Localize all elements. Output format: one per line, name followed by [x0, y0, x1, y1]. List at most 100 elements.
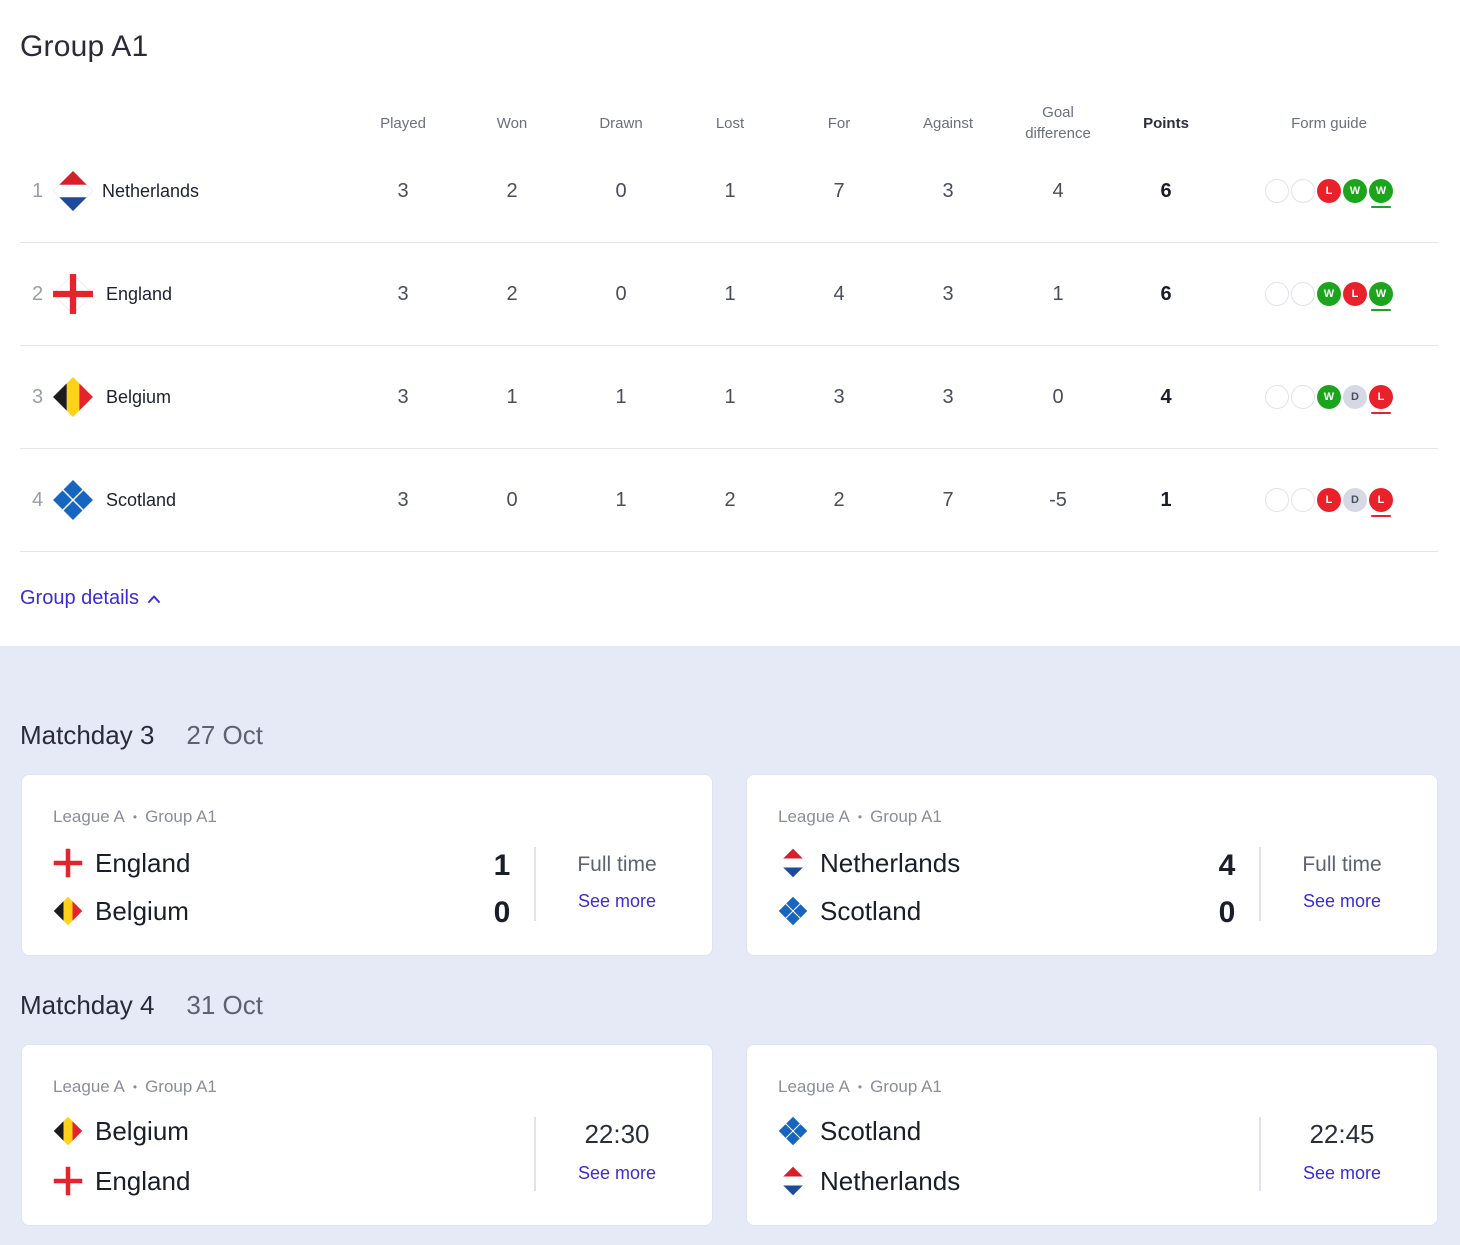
- form-result-d: D: [1343, 385, 1367, 409]
- form-result-l: L: [1369, 385, 1393, 414]
- stat-played: 3: [397, 488, 409, 511]
- standings-row[interactable]: 4 Scotland 3 0 1 2 2 7 -5 1 L D L: [20, 449, 1438, 552]
- see-more-link[interactable]: See more: [1302, 891, 1382, 911]
- home-team-name: Belgium: [95, 1115, 189, 1146]
- scotland-flag-icon: [778, 896, 808, 926]
- belgium-flag-icon: [52, 376, 94, 418]
- group-label: Group A1: [145, 1077, 217, 1096]
- stat-played: 3: [397, 282, 409, 305]
- matchday-heading: Matchday 3 27 Oct: [20, 720, 263, 751]
- match-card[interactable]: League A • Group A1 England Belgium 1 0 …: [21, 774, 713, 956]
- stat-lost: 1: [724, 179, 736, 202]
- matchday-heading: Matchday 4 31 Oct: [20, 990, 263, 1021]
- home-team-name: England: [95, 847, 191, 878]
- england-flag-icon: [53, 1166, 83, 1196]
- stat-points: 1: [1160, 488, 1172, 511]
- stat-lost: 1: [724, 282, 736, 305]
- stat-points: 4: [1160, 385, 1172, 408]
- home-team: Belgium: [53, 1111, 189, 1151]
- stat-against: 7: [942, 488, 954, 511]
- match-meta: League A • Group A1: [53, 1077, 217, 1097]
- stat-drawn: 0: [615, 179, 627, 202]
- header-for: For: [827, 114, 851, 132]
- stat-against: 3: [942, 179, 954, 202]
- match-meta: League A • Group A1: [53, 807, 217, 827]
- stat-against: 3: [942, 282, 954, 305]
- header-played: Played: [380, 114, 426, 132]
- league-label: League A: [778, 807, 850, 826]
- header-lost: Lost: [715, 114, 745, 132]
- form-result-w: W: [1343, 179, 1367, 203]
- card-divider: [1259, 1117, 1261, 1191]
- team-name[interactable]: Netherlands: [102, 180, 200, 201]
- see-more-link[interactable]: See more: [577, 891, 657, 911]
- see-more-link[interactable]: See more: [1302, 1163, 1382, 1183]
- match-status: Full time: [577, 853, 657, 876]
- separator-dot: •: [857, 1080, 863, 1094]
- stat-points: 6: [1160, 282, 1172, 305]
- form-result-empty: [1291, 488, 1315, 512]
- form-result-w: W: [1317, 385, 1341, 409]
- form-result-empty: [1265, 385, 1289, 409]
- stat-for: 2: [833, 488, 845, 511]
- matchday-date: 31 Oct: [186, 990, 263, 1020]
- header-form-guide: Form guide: [1291, 114, 1367, 132]
- team-rank: 1: [32, 179, 44, 202]
- stat-for: 7: [833, 179, 845, 202]
- header-won: Won: [496, 114, 528, 132]
- group-standings-section: Group A1 Played Won Drawn Lost For Again…: [20, 30, 1438, 610]
- away-team: England: [53, 1161, 190, 1201]
- home-score: 1: [493, 849, 511, 882]
- standings-row[interactable]: 1 Netherlands 3 2 0 1 7 3 4 6 L W W: [20, 140, 1438, 243]
- league-label: League A: [778, 1077, 850, 1096]
- separator-dot: •: [132, 1080, 138, 1094]
- stat-gd: -5: [1049, 488, 1067, 511]
- form-result-w: W: [1369, 282, 1393, 311]
- away-team-name: England: [95, 1165, 191, 1196]
- header-goal-difference: Goal difference: [1008, 95, 1108, 151]
- league-label: League A: [53, 807, 125, 826]
- away-team-name: Scotland: [820, 895, 922, 926]
- home-team: Scotland: [778, 1111, 921, 1151]
- group-details-label: Group details: [20, 587, 139, 609]
- home-score: 4: [1218, 849, 1236, 882]
- matchday-date: 27 Oct: [186, 720, 263, 750]
- team-name[interactable]: England: [106, 283, 173, 304]
- standings-row[interactable]: 2 England 3 2 0 1 4 3 1 6 W L W: [20, 243, 1438, 346]
- group-details-toggle[interactable]: Group details: [20, 587, 161, 610]
- away-team: Netherlands: [778, 1161, 960, 1201]
- home-team: Netherlands: [778, 843, 960, 883]
- header-goal-difference-line1: Goal: [1042, 104, 1074, 121]
- header-drawn: Drawn: [599, 114, 643, 132]
- group-label: Group A1: [145, 807, 217, 826]
- team-name[interactable]: Scotland: [106, 489, 177, 510]
- away-team: Belgium: [53, 891, 189, 931]
- stat-gd: 1: [1052, 282, 1064, 305]
- match-meta: League A • Group A1: [778, 1077, 942, 1097]
- match-card[interactable]: League A • Group A1 Scotland Netherlands…: [746, 1044, 1438, 1226]
- stat-lost: 1: [724, 385, 736, 408]
- scotland-flag-icon: [778, 1116, 808, 1146]
- stat-won: 2: [506, 282, 518, 305]
- stat-gd: 0: [1052, 385, 1064, 408]
- match-card[interactable]: League A • Group A1 Belgium England 22:3…: [21, 1044, 713, 1226]
- england-flag-icon: [53, 848, 83, 878]
- header-against: Against: [922, 114, 974, 132]
- stat-won: 2: [506, 179, 518, 202]
- match-card[interactable]: League A • Group A1 Netherlands Scotland…: [746, 774, 1438, 956]
- group-title: Group A1: [20, 30, 149, 63]
- stat-gd: 4: [1052, 179, 1064, 202]
- form-result-empty: [1265, 488, 1289, 512]
- kickoff-time: 22:45: [1309, 1119, 1375, 1149]
- team-name[interactable]: Belgium: [106, 386, 172, 407]
- group-label: Group A1: [870, 1077, 942, 1096]
- stat-won: 1: [506, 385, 518, 408]
- away-score: 0: [1218, 896, 1236, 929]
- standings-row[interactable]: 3 Belgium 3 1 1 1 3 3 0 4 W D L: [20, 346, 1438, 449]
- home-team-name: Netherlands: [820, 847, 961, 878]
- see-more-link[interactable]: See more: [577, 1163, 657, 1183]
- group-label: Group A1: [870, 807, 942, 826]
- card-divider: [534, 1117, 536, 1191]
